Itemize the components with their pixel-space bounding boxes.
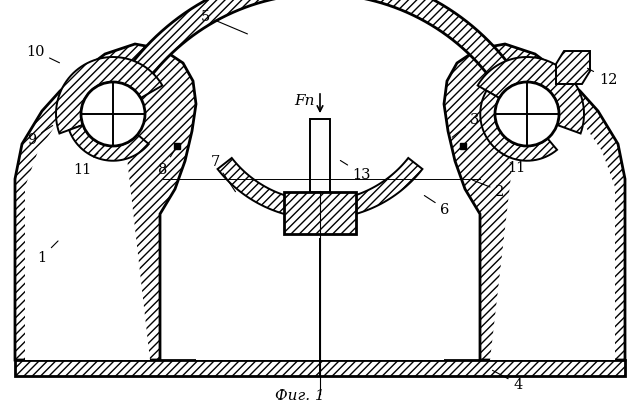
Circle shape [495, 83, 559, 147]
Polygon shape [196, 170, 444, 360]
Polygon shape [56, 58, 163, 134]
Text: 3: 3 [452, 113, 480, 138]
Polygon shape [97, 0, 543, 136]
Text: 2: 2 [472, 181, 504, 198]
Text: Fn: Fn [294, 94, 314, 108]
Bar [284, 193, 356, 234]
Text: 11: 11 [502, 154, 525, 175]
Polygon shape [25, 80, 150, 360]
Bar [15, 360, 625, 376]
Polygon shape [477, 58, 584, 134]
Text: 4: 4 [492, 371, 523, 391]
Text: 13: 13 [340, 161, 371, 182]
Circle shape [81, 83, 145, 147]
Text: 1: 1 [37, 241, 58, 264]
Polygon shape [218, 159, 422, 220]
Text: 10: 10 [26, 45, 60, 64]
Polygon shape [490, 80, 615, 360]
Text: 6: 6 [424, 196, 450, 216]
Polygon shape [556, 52, 590, 85]
Text: 7: 7 [211, 155, 236, 192]
Text: 8: 8 [158, 149, 175, 177]
Text: Фиг. 1: Фиг. 1 [275, 388, 325, 402]
Bar [310, 120, 330, 193]
Text: 5: 5 [200, 10, 248, 35]
Bar [15, 360, 625, 376]
Text: 11: 11 [73, 154, 98, 177]
Polygon shape [444, 45, 625, 360]
Polygon shape [69, 126, 149, 161]
Polygon shape [480, 91, 557, 161]
Text: 9: 9 [28, 126, 52, 147]
Text: 12: 12 [588, 69, 617, 87]
Polygon shape [15, 45, 196, 360]
Bar [284, 193, 356, 234]
